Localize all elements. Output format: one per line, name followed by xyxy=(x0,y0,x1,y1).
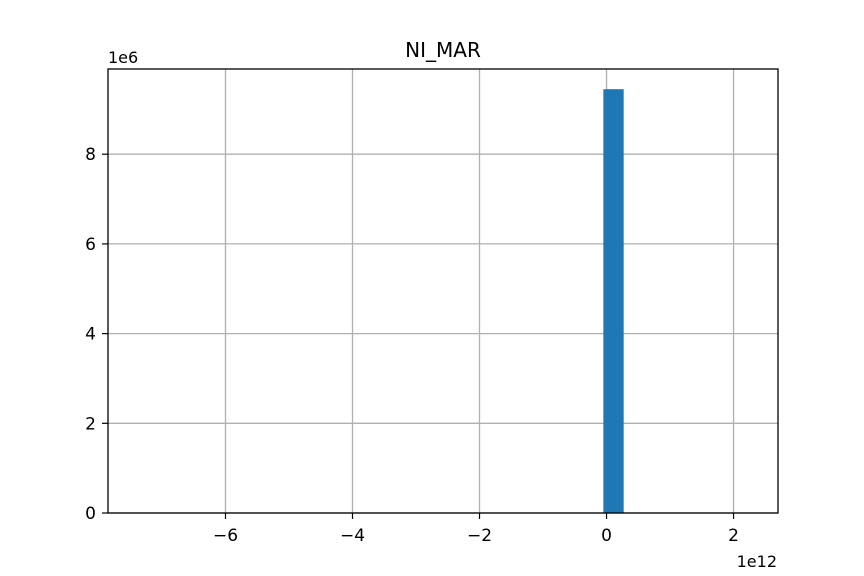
y-tick-label: 6 xyxy=(85,235,96,255)
y-axis-offset-label: 1e6 xyxy=(108,48,138,67)
y-tick-label: 4 xyxy=(85,325,96,345)
y-tick-label: 0 xyxy=(85,504,96,524)
y-tick-label: 2 xyxy=(85,414,96,434)
histogram-bar xyxy=(606,89,624,513)
y-tick-label: 8 xyxy=(85,145,96,165)
histogram-bar xyxy=(603,89,607,513)
chart-title: NI_MAR xyxy=(405,38,481,62)
plot-frame xyxy=(107,68,779,514)
x-tick-label: 0 xyxy=(601,526,612,546)
x-tick-label: −2 xyxy=(467,526,492,546)
axes: −6 −4 −2 0 2 0 2 4 6 8 xyxy=(85,68,779,546)
bars xyxy=(603,89,624,513)
x-tick-label: 2 xyxy=(728,526,739,546)
x-tick-label: −6 xyxy=(213,526,238,546)
x-tick-label: −4 xyxy=(340,526,365,546)
x-axis-offset-label: 1e12 xyxy=(737,552,777,571)
grid-lines xyxy=(108,69,778,514)
